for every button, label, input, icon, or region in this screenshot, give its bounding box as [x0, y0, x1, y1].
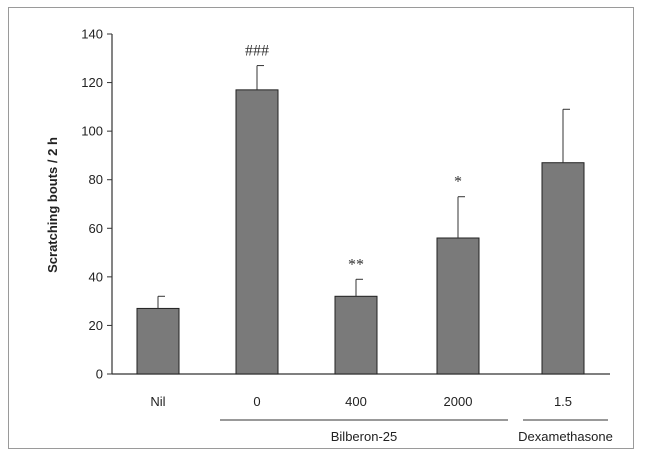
group-label-1: Dexamethasone: [518, 429, 613, 444]
bars: ###***: [136, 43, 585, 375]
x-tick-label-400: 400: [345, 394, 367, 409]
y-tick-label-120: 120: [81, 75, 103, 90]
y-tick-label-140: 140: [81, 27, 103, 42]
y-axis-label: Scratching bouts / 2 h: [45, 137, 60, 273]
significance-label-2000: *: [454, 174, 462, 191]
bar-400: [334, 295, 378, 375]
bar-1.5: [541, 162, 585, 375]
bar-2000: [436, 237, 480, 375]
group-label-0: Bilberon-25: [331, 429, 398, 444]
bar-0: [235, 89, 279, 375]
bar-Nil: [136, 307, 180, 375]
y-tick-label-40: 40: [89, 269, 103, 284]
significance-label-400: **: [348, 256, 364, 273]
x-tick-label-Nil: Nil: [150, 394, 165, 409]
y-tick-label-0: 0: [96, 367, 103, 382]
axes: 0 20 40 60 80 100 120 140: [81, 27, 610, 382]
x-tick-label-1.5: 1.5: [554, 394, 572, 409]
tick-labels: Nil 0 400 2000 1.5: [150, 394, 572, 409]
y-tick-label-100: 100: [81, 124, 103, 139]
y-tick-label-80: 80: [89, 172, 103, 187]
y-tick-label-20: 20: [89, 318, 103, 333]
significance-label-0: ###: [245, 43, 269, 60]
group-labels: Bilberon-25 Dexamethasone: [220, 419, 613, 444]
x-tick-label-0: 0: [253, 394, 260, 409]
x-tick-label-2000: 2000: [444, 394, 473, 409]
y-tick-label-60: 60: [89, 221, 103, 236]
